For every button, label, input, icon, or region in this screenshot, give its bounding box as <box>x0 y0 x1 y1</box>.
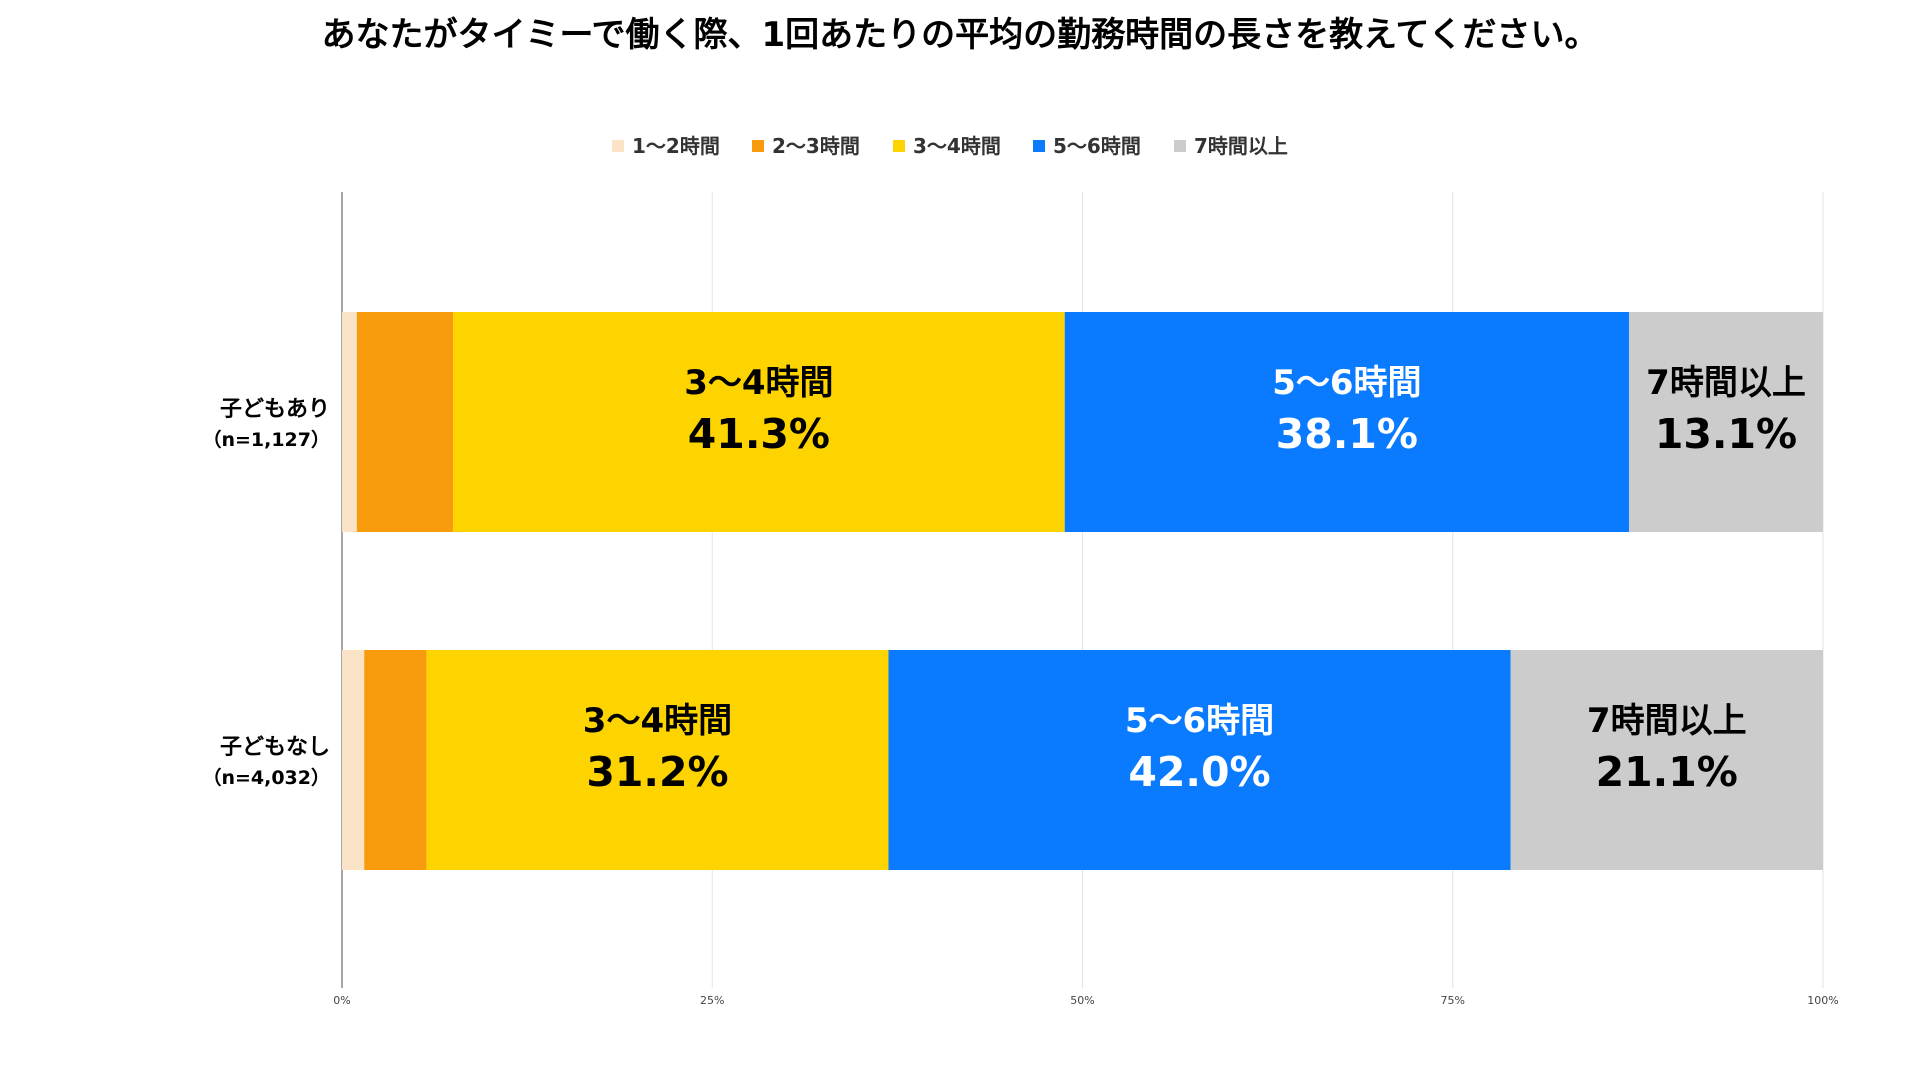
bar-segment <box>342 650 365 870</box>
data-label-series: 5〜6時間 <box>1125 701 1274 741</box>
bar-segment <box>356 312 454 532</box>
legend-label: 5〜6時間 <box>1053 134 1141 158</box>
chart-title: あなたがタイミーで働く際、1回あたりの平均の勤務時間の長さを教えてください。 <box>322 15 1599 55</box>
data-label-series: 7時間以上 <box>1646 363 1806 403</box>
segment-labels: 3〜4時間 41.3% 5〜6時間 38.1% 7時間以上 13.1% 3〜4時間 31.2%… <box>583 363 1806 796</box>
x-axis-ticks: 0% 25% 50% 75% 100% <box>333 994 1838 1007</box>
bar-segment <box>364 650 427 870</box>
bar-segment <box>426 650 889 870</box>
data-label-value: 31.2% <box>586 748 728 796</box>
legend: 1〜2時間 2〜3時間 3〜4時間 5〜6時間 7時間以上 <box>612 134 1288 158</box>
x-tick-label: 50% <box>1070 994 1094 1007</box>
legend-label: 7時間以上 <box>1194 134 1288 158</box>
category-n-label: （n=4,032） <box>202 766 330 789</box>
category-label: 子どもなし <box>220 735 330 760</box>
data-label-series: 7時間以上 <box>1587 701 1747 741</box>
bars <box>342 312 1823 870</box>
data-label-series: 3〜4時間 <box>583 701 732 741</box>
category-labels: 子どもあり （n=1,127） 子どもなし （n=4,032） <box>202 397 330 789</box>
bar-segment <box>888 650 1511 870</box>
data-label-value: 41.3% <box>688 410 830 458</box>
x-tick-label: 25% <box>700 994 724 1007</box>
data-label-series: 3〜4時間 <box>684 363 833 403</box>
legend-label: 1〜2時間 <box>632 134 720 158</box>
legend-swatch <box>1033 140 1045 152</box>
legend-label: 3〜4時間 <box>913 134 1001 158</box>
bar-segment <box>342 312 357 532</box>
bar-segment <box>453 312 1065 532</box>
category-label: 子どもあり <box>220 397 330 422</box>
data-label-value: 42.0% <box>1128 748 1270 796</box>
bar-segment <box>1064 312 1629 532</box>
legend-label: 2〜3時間 <box>772 134 860 158</box>
legend-swatch <box>893 140 905 152</box>
data-label-value: 13.1% <box>1655 410 1797 458</box>
data-label-value: 38.1% <box>1276 410 1418 458</box>
category-n-label: （n=1,127） <box>202 428 330 451</box>
legend-swatch <box>612 140 624 152</box>
bar-segment <box>1510 650 1823 870</box>
x-tick-label: 0% <box>333 994 350 1007</box>
x-tick-label: 75% <box>1441 994 1465 1007</box>
data-label-series: 5〜6時間 <box>1272 363 1421 403</box>
bar-segment <box>1628 312 1823 532</box>
legend-swatch <box>1174 140 1186 152</box>
x-tick-label: 100% <box>1807 994 1838 1007</box>
legend-swatch <box>752 140 764 152</box>
data-label-value: 21.1% <box>1596 748 1738 796</box>
